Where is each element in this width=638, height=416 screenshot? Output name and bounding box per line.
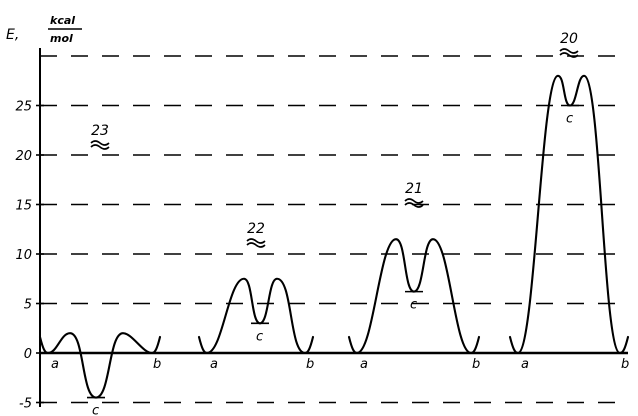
energy-profiles: a c b 23 a c b 22 a c b 21 a c b 20 xyxy=(38,31,629,416)
y-tick-label: 15 xyxy=(15,199,32,214)
y-tick-label: 0 xyxy=(24,347,32,362)
point-label-a: a xyxy=(521,357,529,372)
point-label-b: b xyxy=(306,357,314,372)
point-label-c: c xyxy=(566,112,573,127)
diagram-label-21: 21 xyxy=(405,181,423,197)
diagram-label-23: 23 xyxy=(91,123,109,139)
diagram-label-20: 20 xyxy=(560,31,578,47)
label-tilde-underline xyxy=(404,198,424,208)
y-axis-unit-numerator: kcal xyxy=(50,14,75,27)
y-tick-label: 20 xyxy=(15,149,32,164)
y-axis-label-symbol: E, xyxy=(6,27,19,43)
point-label-c: c xyxy=(256,329,263,344)
profile-20: a c b 20 xyxy=(508,31,629,372)
point-label-b: b xyxy=(153,357,161,372)
profile-21: a c b 21 xyxy=(347,181,481,372)
axes xyxy=(39,48,628,407)
y-axis-unit-denominator: mol xyxy=(50,32,73,45)
profile-22: a c b 22 xyxy=(197,221,314,372)
y-tick-label: -5 xyxy=(19,397,32,412)
grid-lines xyxy=(40,55,620,404)
energy-curve-21 xyxy=(347,238,481,355)
point-label-c: c xyxy=(92,404,99,416)
y-tick-labels: -5 0 5 10 15 20 25 xyxy=(15,100,44,412)
diagram-label-22: 22 xyxy=(247,221,265,237)
point-label-a: a xyxy=(51,357,59,372)
label-tilde-underline xyxy=(90,140,110,150)
label-tilde-underline xyxy=(246,238,266,248)
y-tick-label: 25 xyxy=(15,100,32,115)
y-tick-label: 10 xyxy=(15,248,32,263)
point-label-c: c xyxy=(410,298,417,313)
point-label-b: b xyxy=(621,357,629,372)
y-axis-label: E, kcal mol xyxy=(6,14,82,45)
point-label-a: a xyxy=(210,357,218,372)
profile-23: a c b 23 xyxy=(38,123,161,416)
label-tilde-underline xyxy=(559,48,579,58)
y-tick-label: 5 xyxy=(24,298,32,313)
point-label-b: b xyxy=(472,357,480,372)
point-label-a: a xyxy=(360,357,368,372)
